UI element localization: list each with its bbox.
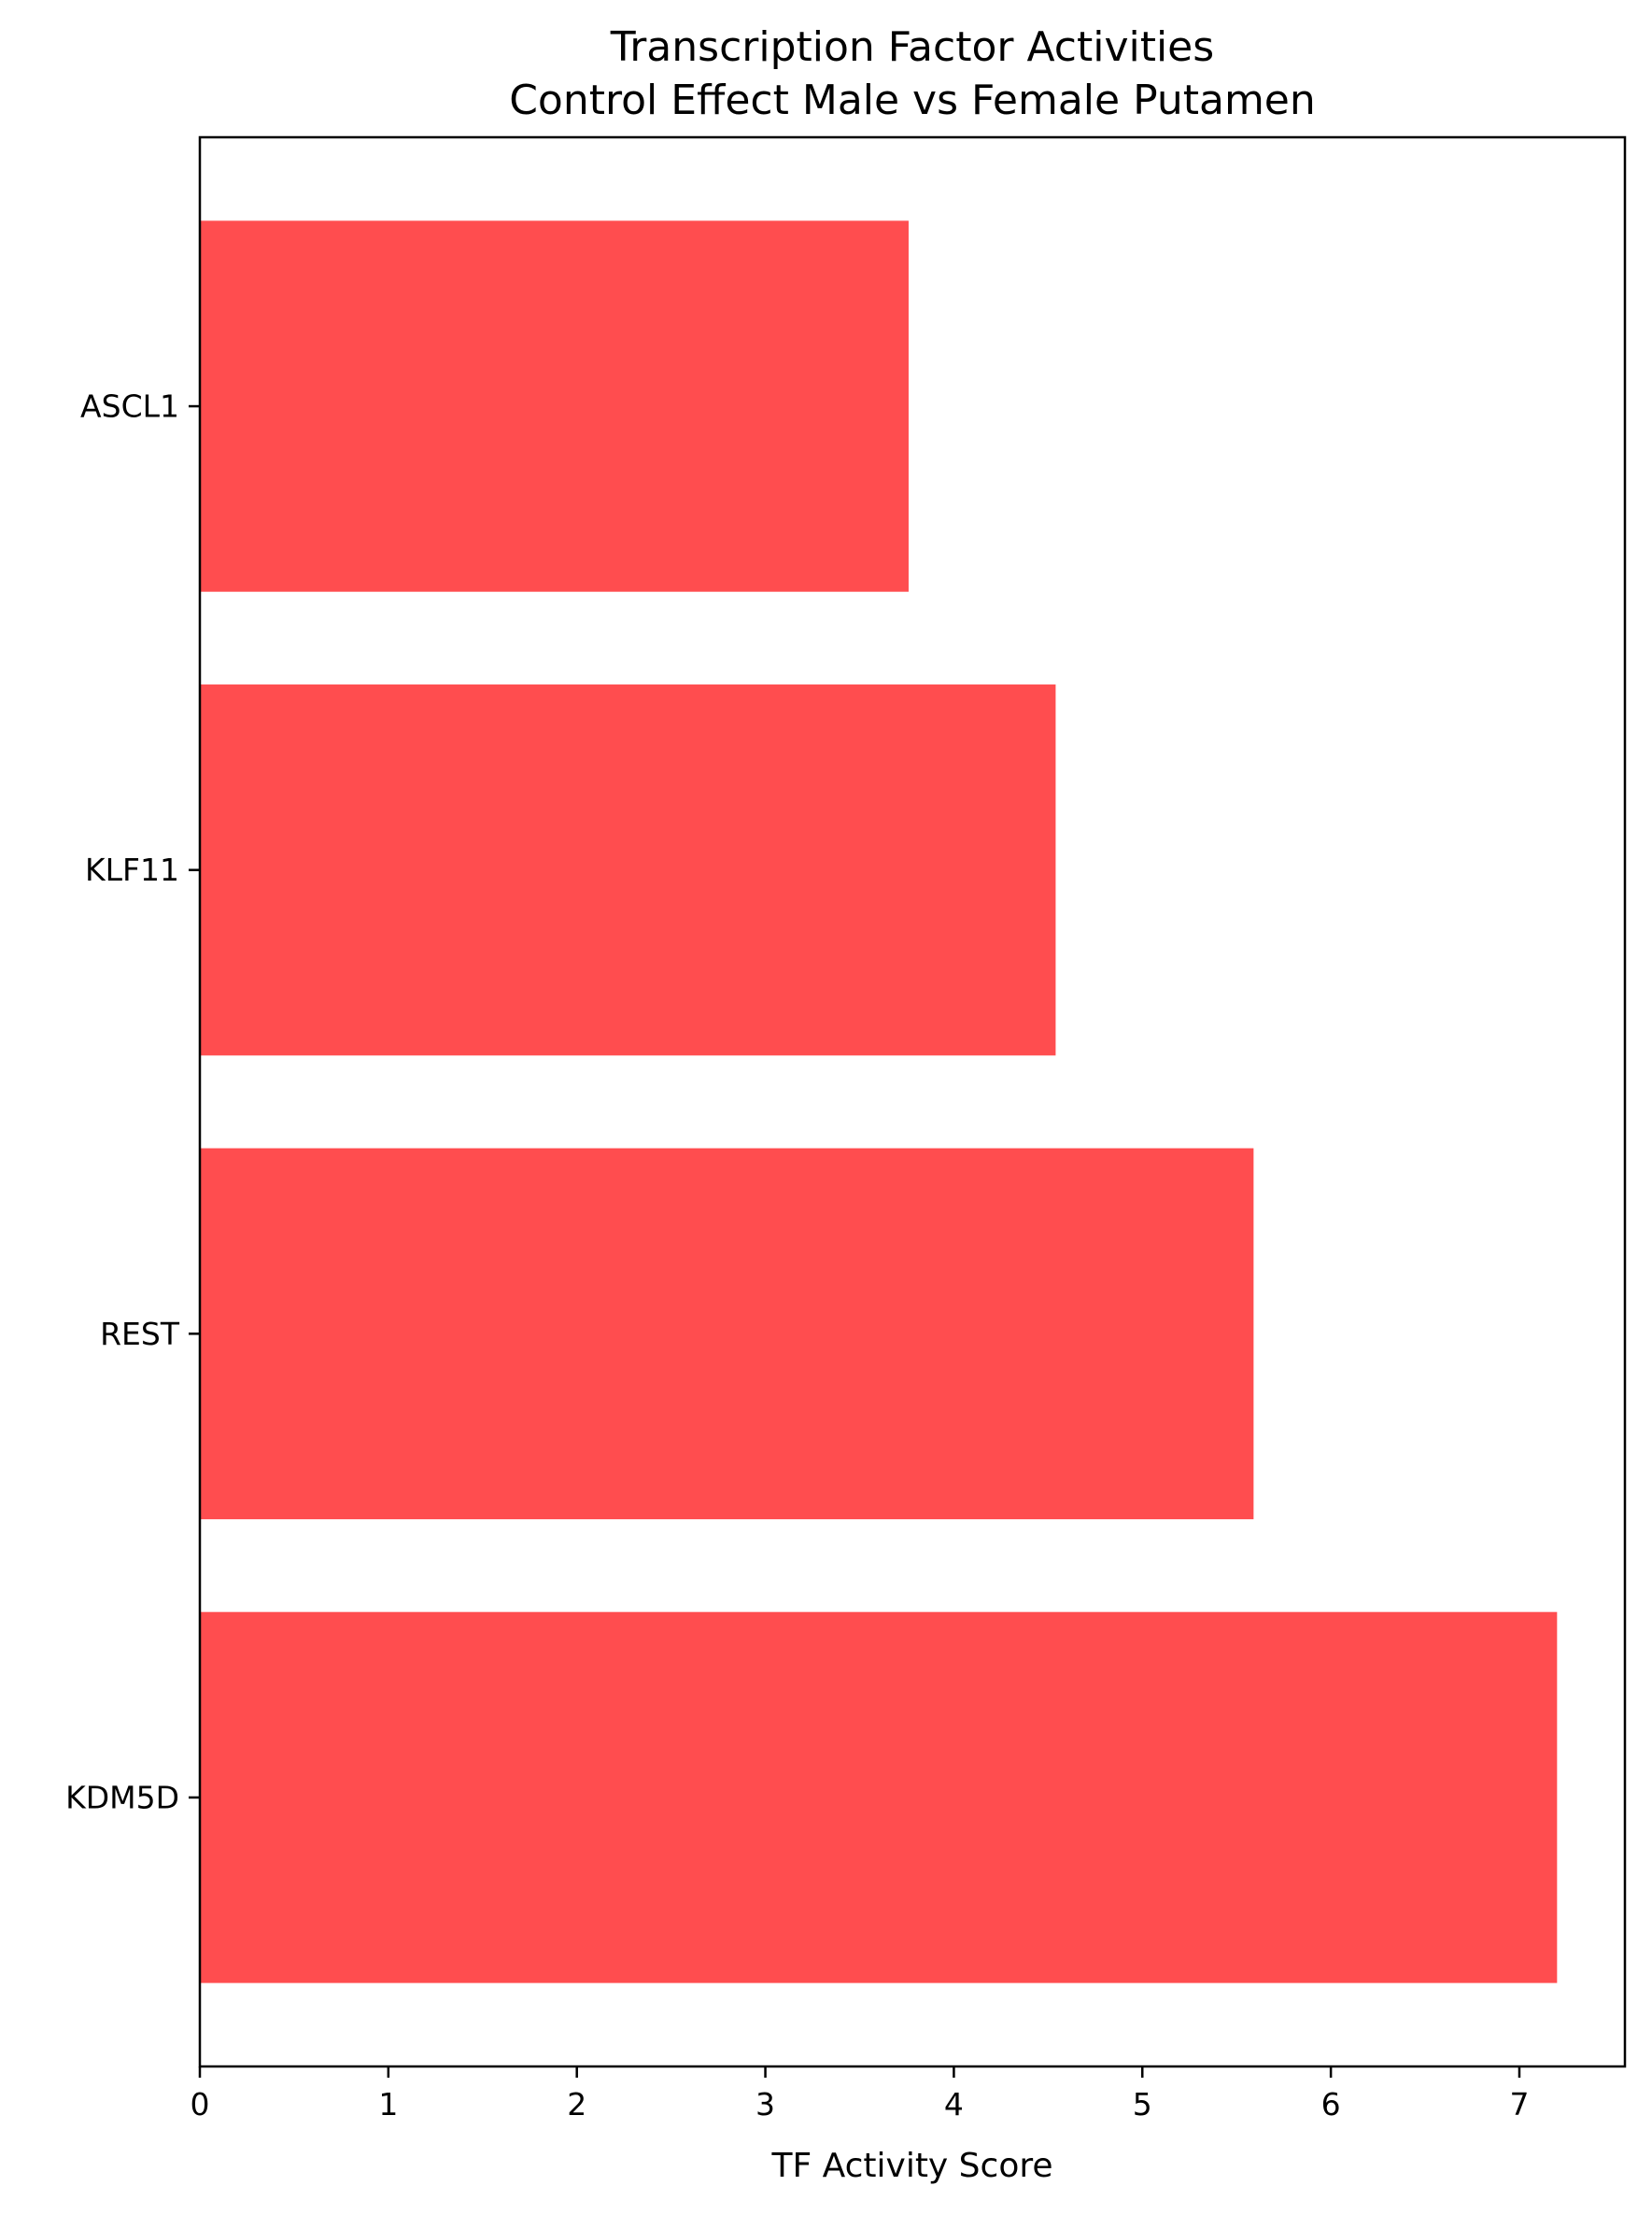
x-tick-label: 2: [567, 2086, 586, 2122]
bar-rest: [200, 1148, 1254, 1519]
x-tick-label: 5: [1133, 2086, 1152, 2122]
bar-kdm5d: [200, 1612, 1558, 1983]
x-tick-label: 1: [378, 2086, 398, 2122]
x-tick-label: 0: [191, 2086, 210, 2122]
x-axis: 0 1 2 3 4 5 6 7: [191, 2066, 1529, 2122]
y-tick-label: ASCL1: [80, 388, 179, 425]
bar-series: [200, 220, 1558, 1983]
y-tick-label: REST: [100, 1316, 180, 1352]
x-tick-label: 3: [755, 2086, 775, 2122]
plot-frame: [198, 135, 1627, 2068]
bar-klf11: [200, 684, 1056, 1056]
chart-title-line-1: Transcription Factor Activities: [610, 23, 1214, 71]
x-axis-label: TF Activity Score: [770, 2147, 1052, 2185]
x-tick-label: 6: [1321, 2086, 1341, 2122]
y-tick-label: KLF11: [85, 852, 179, 888]
x-tick-label: 4: [944, 2086, 964, 2122]
chart-title-line-2: Control Effect Male vs Female Putamen: [509, 77, 1316, 124]
y-tick-label: KDM5D: [65, 1779, 179, 1815]
y-axis: ASCL1 KLF11 REST KDM5D: [65, 388, 200, 1815]
chart-title: Transcription Factor Activities Control …: [509, 23, 1316, 124]
bar-ascl1: [200, 220, 909, 592]
x-tick-label: 7: [1509, 2086, 1529, 2122]
